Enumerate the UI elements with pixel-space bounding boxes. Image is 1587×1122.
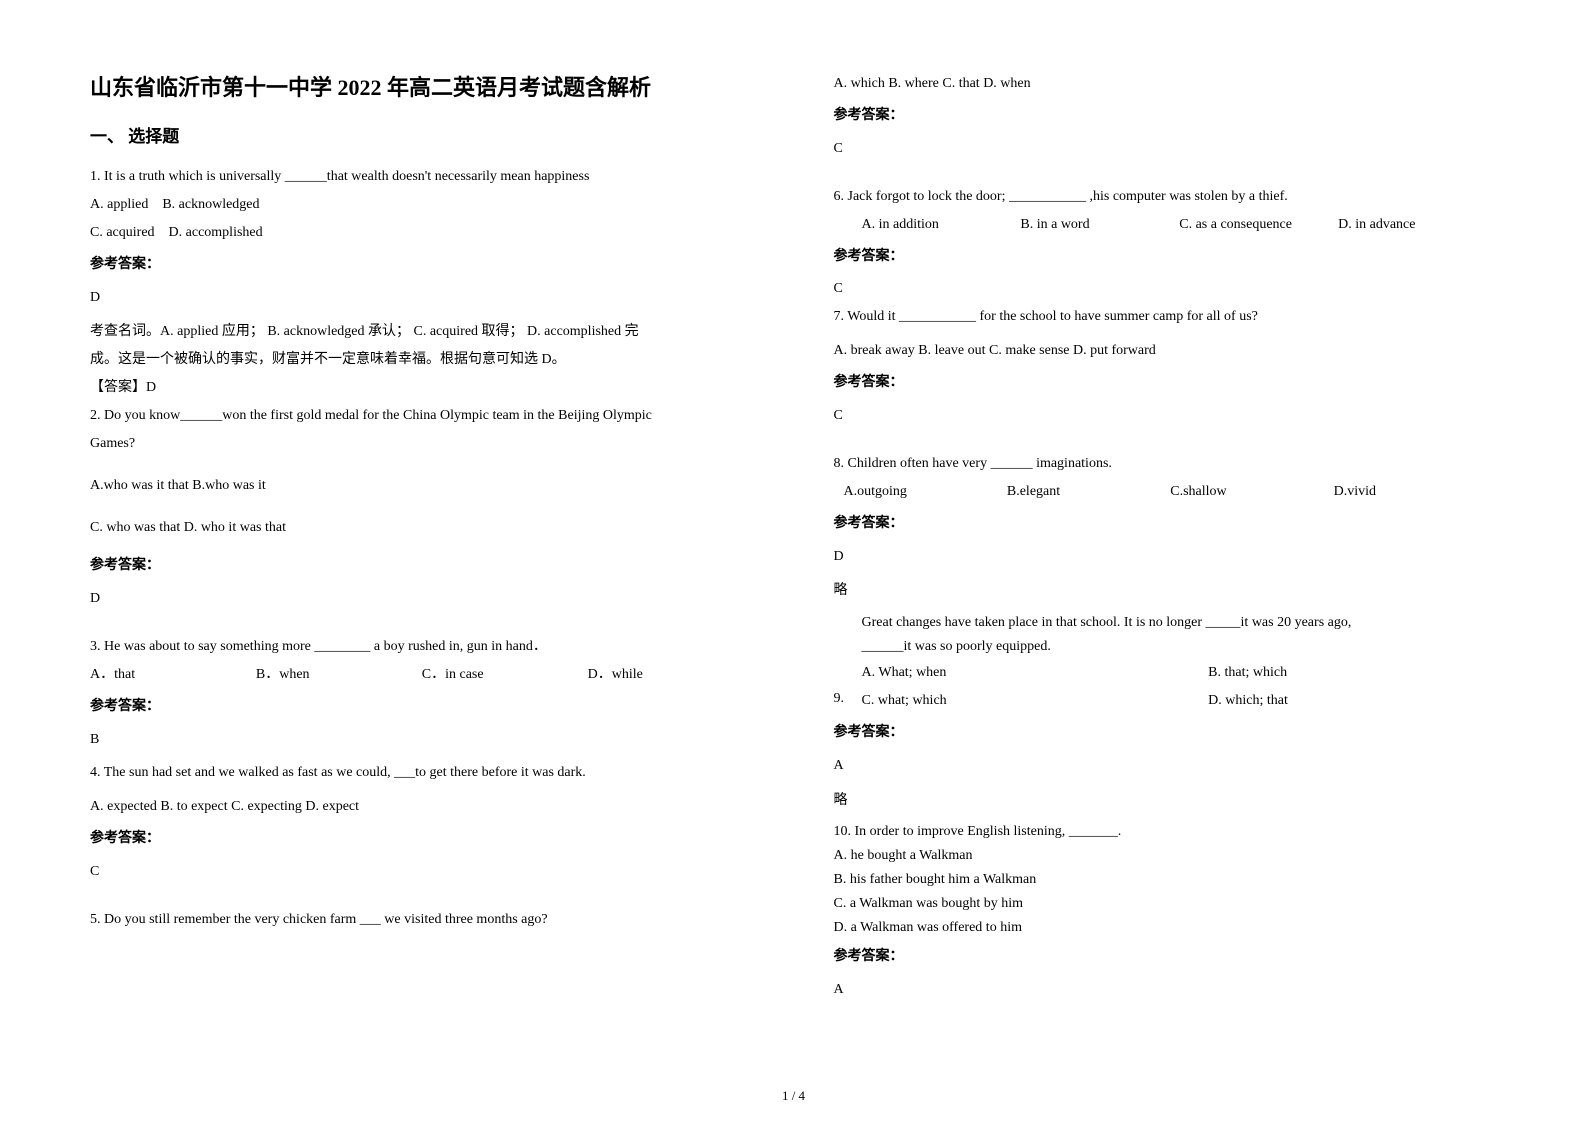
q9-optD: D. which; that (1208, 687, 1497, 715)
q6-optC: C. as a consequence (1179, 211, 1338, 239)
q10-optC: C. a Walkman was bought by him (834, 892, 1498, 916)
q3-answer: B (90, 725, 754, 756)
q3-stem: 3. He was about to say something more __… (90, 633, 754, 661)
q9-answer: A (834, 751, 1498, 782)
q2-answer-label: 参考答案： (90, 552, 754, 580)
q1-explain-l1: 考查名词。A. applied 应用； B. acknowledged 承认； … (90, 318, 754, 346)
q7-answer: C (834, 401, 1498, 432)
q9-optB: B. that; which (1208, 659, 1497, 687)
q9-opts-row2: C. what; which D. which; that (862, 687, 1498, 715)
right-column: A. which B. where C. that D. when 参考答案： … (794, 70, 1498, 1092)
q8-略: 略 (834, 576, 1498, 607)
section-header: 一、 选择题 (90, 122, 754, 147)
q9-prefix: 9. (834, 687, 862, 715)
q8-answer: D (834, 542, 1498, 573)
document-title: 山东省临沂市第十一中学 2022 年高二英语月考试题含解析 (90, 70, 754, 102)
q6-answer: C (834, 275, 1498, 303)
q1-stem: 1. It is a truth which is universally __… (90, 163, 754, 191)
q3-optB: B．when (256, 661, 422, 689)
q4-answer-label: 参考答案： (90, 825, 754, 853)
q4-opts: A. expected B. to expect C. expecting D.… (90, 793, 754, 821)
q2-answer: D (90, 584, 754, 615)
q9-row2-wrap: 9. C. what; which D. which; that (834, 687, 1498, 715)
q1-opts-row1: A. applied B. acknowledged (90, 191, 754, 219)
q9-optA: A. What; when (862, 659, 1209, 687)
q10-answer: A (834, 975, 1498, 1006)
q5-answer-label: 参考答案： (834, 102, 1498, 130)
q10-optD: D. a Walkman was offered to him (834, 916, 1498, 940)
q10-answer-label: 参考答案： (834, 943, 1498, 971)
q3-options: A．that B．when C．in case D．while (90, 661, 754, 689)
q1-optC: C. acquired (90, 225, 155, 240)
q1-opts-row2: C. acquired D. accomplished (90, 219, 754, 247)
q3-optD: D．while (588, 661, 754, 689)
q6-optD: D. in advance (1338, 211, 1497, 239)
q1-optD: D. accomplished (169, 225, 263, 240)
q8-answer-label: 参考答案： (834, 510, 1498, 538)
q9-略: 略 (834, 786, 1498, 817)
q6-optA: A. in addition (862, 211, 1021, 239)
q7-opts: A. break away B. leave out C. make sense… (834, 337, 1498, 365)
q3-answer-label: 参考答案： (90, 693, 754, 721)
q3-optC: C．in case (422, 661, 588, 689)
q2-opts-row2: C. who was that D. who it was that (90, 514, 754, 542)
q1-optB: B. acknowledged (162, 197, 259, 212)
q1-explain-l3: 【答案】D (90, 374, 754, 402)
q2-stem-l1: 2. Do you know______won the first gold m… (90, 402, 754, 430)
q2-stem-l2: Games? (90, 430, 754, 458)
q9-stem-l2: ______it was so poorly equipped. (834, 635, 1498, 659)
q5-stem: 5. Do you still remember the very chicke… (90, 906, 754, 934)
q7-stem: 7. Would it ___________ for the school t… (834, 303, 1498, 331)
q6-answer-label: 参考答案： (834, 243, 1498, 271)
q1-explain-l2: 成。这是一个被确认的事实，财富并不一定意味着幸福。根据句意可知选 D。 (90, 346, 754, 374)
q5-answer: C (834, 134, 1498, 165)
q8-options: A.outgoing B.elegant C.shallow D.vivid (834, 478, 1498, 506)
q7-answer-label: 参考答案： (834, 369, 1498, 397)
q3-optA: A．that (90, 661, 256, 689)
q6-stem: 6. Jack forgot to lock the door; _______… (834, 183, 1498, 211)
left-column: 山东省临沂市第十一中学 2022 年高二英语月考试题含解析 一、 选择题 1. … (90, 70, 794, 1092)
q5-opts: A. which B. where C. that D. when (834, 70, 1498, 98)
q9-stem-l1: Great changes have taken place in that s… (834, 611, 1498, 635)
q10-stem: 10. In order to improve English listenin… (834, 820, 1498, 844)
q2-opts-row1: A.who was it that B.who was it (90, 472, 754, 500)
q8-stem: 8. Children often have very ______ imagi… (834, 450, 1498, 478)
q4-answer: C (90, 857, 754, 888)
q10-optA: A. he bought a Walkman (834, 844, 1498, 868)
q8-optB: B.elegant (1007, 478, 1170, 506)
q1-answer-label: 参考答案： (90, 251, 754, 279)
q9-answer-label: 参考答案： (834, 719, 1498, 747)
page-number: 1 / 4 (0, 1088, 1587, 1104)
q10-optB: B. his father bought him a Walkman (834, 868, 1498, 892)
q6-options: A. in addition B. in a word C. as a cons… (834, 211, 1498, 239)
q1-answer: D (90, 283, 754, 314)
q8-optA: A.outgoing (844, 478, 1007, 506)
q6-optB: B. in a word (1020, 211, 1179, 239)
q8-optD: D.vivid (1334, 478, 1497, 506)
q9-opts-row1: A. What; when B. that; which (834, 659, 1498, 687)
q8-optC: C.shallow (1170, 478, 1333, 506)
exam-page: 山东省临沂市第十一中学 2022 年高二英语月考试题含解析 一、 选择题 1. … (0, 0, 1587, 1122)
q9-optC: C. what; which (862, 687, 1209, 715)
q4-stem: 4. The sun had set and we walked as fast… (90, 759, 754, 787)
q1-optA: A. applied (90, 197, 148, 212)
